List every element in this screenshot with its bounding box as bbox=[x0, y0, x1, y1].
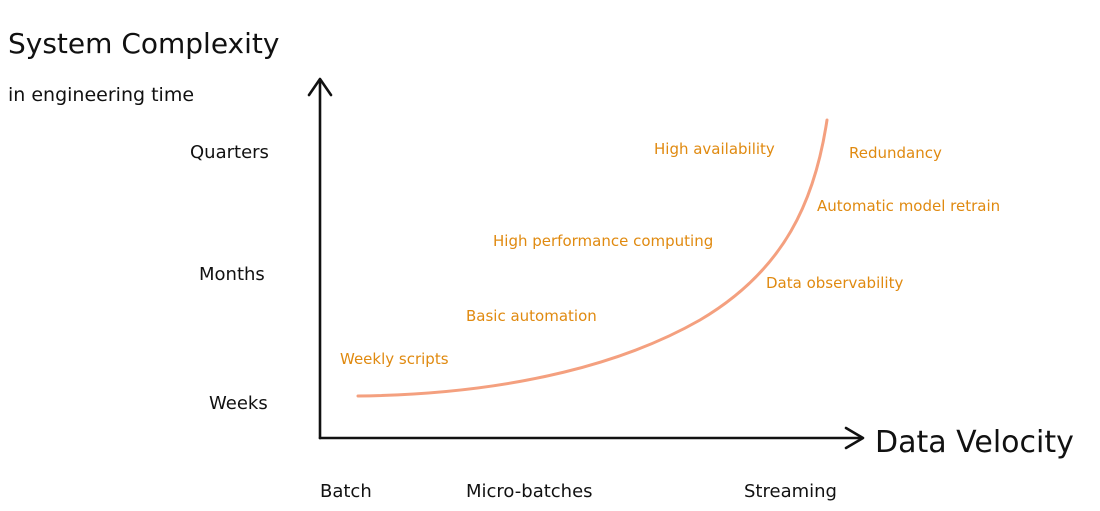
x-tick-micro-batches: Micro-batches bbox=[466, 481, 593, 502]
annotation-weekly-scripts: Weekly scripts bbox=[340, 350, 449, 368]
x-tick-streaming: Streaming bbox=[744, 481, 837, 502]
x-axis-arrowhead bbox=[844, 426, 865, 450]
annotation-high-availability: High availability bbox=[654, 140, 775, 158]
annotation-redundancy: Redundancy bbox=[849, 144, 942, 162]
x-axis-title: Data Velocity bbox=[875, 425, 1074, 460]
annotation-data-observability: Data observability bbox=[766, 274, 903, 292]
y-axis-arrowhead bbox=[307, 77, 333, 97]
y-tick-weeks: Weeks bbox=[209, 393, 268, 414]
y-tick-months: Months bbox=[199, 264, 265, 285]
y-tick-quarters: Quarters bbox=[190, 142, 269, 163]
complexity-curve bbox=[356, 118, 829, 398]
y-axis-subtitle: in engineering time bbox=[8, 84, 194, 106]
annotation-high-performance-computing: High performance computing bbox=[493, 232, 713, 250]
annotation-basic-automation: Basic automation bbox=[466, 307, 597, 325]
x-tick-batch: Batch bbox=[320, 481, 372, 502]
annotation-automatic-model-retrain: Automatic model retrain bbox=[817, 197, 1000, 215]
y-axis-title: System Complexity bbox=[8, 27, 279, 60]
